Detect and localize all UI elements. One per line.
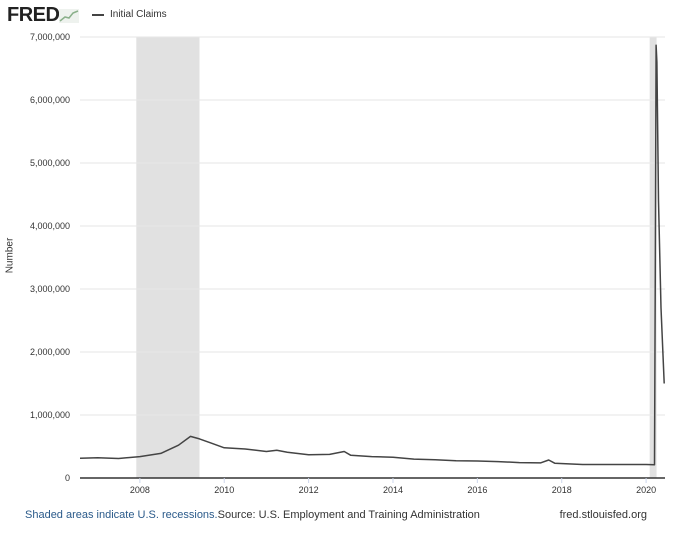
x-tick-label: 2014 [383,485,403,495]
x-tick-label: 2018 [552,485,572,495]
recession-band [649,37,657,478]
y-tick-label: 3,000,000 [30,284,70,294]
y-tick-label: 4,000,000 [30,221,70,231]
recession-band [136,37,200,478]
chart-logo-icon [59,8,80,23]
fred-logo[interactable]: FRED [7,4,80,27]
footer: Shaded areas indicate U.S. recessions.So… [25,509,647,521]
x-tick-label: 2010 [214,485,234,495]
y-tick-label: 1,000,000 [30,410,70,420]
legend-label: Initial Claims [110,9,167,20]
x-tick-label: 2016 [467,485,487,495]
y-tick-label: 0 [65,473,70,483]
legend-swatch [92,13,104,16]
chart: 0 1,000,000 2,000,000 3,000,000 4,000,000 5,0… [30,32,665,495]
y-tick-label: 5,000,000 [30,158,70,168]
y-tick-label: 6,000,000 [30,95,70,105]
series-line [79,44,665,466]
x-tick-label: 2020 [636,485,656,495]
y-tick-label: 2,000,000 [30,347,70,357]
recession-link[interactable]: Shaded areas indicate U.S. recessions. [25,509,218,521]
x-tick-label: 2012 [299,485,319,495]
x-tick-label: 2008 [130,485,150,495]
site-url: fred.stlouisfed.org [559,509,647,521]
legend: Initial Claims [92,9,167,20]
source-text: Source: U.S. Employment and Training Adm… [217,509,480,521]
y-tick-label: 7,000,000 [30,32,70,42]
